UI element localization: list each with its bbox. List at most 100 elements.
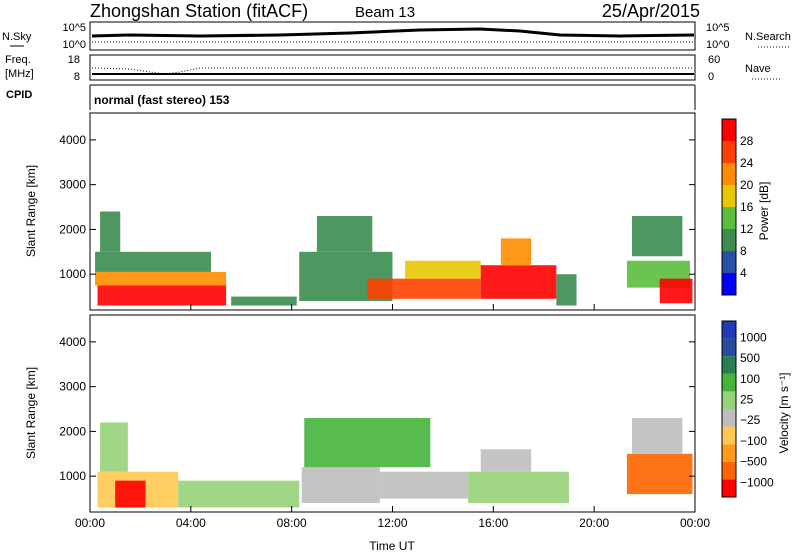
power-panel: 1000 2000 3000 4000 Slant Range [km] 4 8 12 16… xyxy=(24,112,771,311)
colorbar-swatch-1-4 xyxy=(722,409,736,427)
xtick-label-6: 00:00 xyxy=(680,516,710,530)
nsky-trace xyxy=(91,27,695,38)
power-band-13 xyxy=(659,278,693,304)
colorbar-swatch-1-6 xyxy=(722,373,736,392)
nsky-right-tick-top: 10^5 xyxy=(706,22,730,34)
xtick-label-4: 16:00 xyxy=(478,516,508,530)
cpid-value: normal (fast stereo) 153 xyxy=(94,93,230,107)
power-band-9 xyxy=(480,265,557,299)
colorbar-tick-0-3: 16 xyxy=(740,200,754,214)
ytick-label-1-1: 2000 xyxy=(59,424,86,438)
nsearch-label: N.Search xyxy=(745,31,791,43)
ytick-label-1-2: 3000 xyxy=(59,380,86,394)
velocity-colorbar-label: Velocity [m s⁻¹] xyxy=(777,372,791,453)
velocity-band-10 xyxy=(631,417,683,454)
power-band-0 xyxy=(97,285,227,306)
colorbar-tick-0-1: 8 xyxy=(740,244,747,258)
power-colorbar-label: Power [dB] xyxy=(757,182,771,241)
colorbar-swatch-0-4 xyxy=(722,185,736,207)
nave-label: Nave xyxy=(745,63,771,75)
freq-right-tick-top: 60 xyxy=(708,54,720,66)
colorbar-frame-0 xyxy=(721,118,737,296)
freq-right-tick-bottom: 0 xyxy=(708,71,714,83)
colorbar-tick-1-2: 100 xyxy=(740,372,760,386)
power-ylabel: Slant Range [km] xyxy=(24,165,38,257)
xtick-label-1: 04:00 xyxy=(176,516,206,530)
colorbar-tick-1-7: −1000 xyxy=(740,475,774,489)
ytick-label-0-3: 4000 xyxy=(59,133,86,147)
velocity-band-1 xyxy=(178,480,300,508)
nsky-left-tick-top: 10^5 xyxy=(62,22,86,34)
xtick-label-5: 20:00 xyxy=(579,516,609,530)
xtick-label-3: 12:00 xyxy=(377,516,407,530)
ytick-label-0-2: 3000 xyxy=(59,178,86,192)
cpid-panel: CPID normal (fast stereo) 153 xyxy=(6,84,696,110)
velocity-band-3 xyxy=(115,480,146,508)
colorbar-swatch-1-7 xyxy=(722,356,736,374)
velocity-panel: 1000 2000 3000 4000 00:00 04:00 08:00 12:00 16:… xyxy=(24,314,791,553)
colorbar-tick-0-5: 24 xyxy=(740,156,754,170)
colorbar-swatch-1-5 xyxy=(722,391,736,409)
freq-left-tick-bottom: 8 xyxy=(74,71,80,83)
colorbar-swatch-1-9 xyxy=(722,321,736,339)
velocity-band-8 xyxy=(480,449,532,472)
freq-panel: Freq. [MHz] 18 8 60 0 Nave xyxy=(5,54,782,83)
freq-left-tick-top: 18 xyxy=(68,54,80,66)
velocity-band-4 xyxy=(301,467,380,504)
colorbar-swatch-0-6 xyxy=(722,141,736,163)
velocity-band-7 xyxy=(468,471,569,504)
power-band-14 xyxy=(631,215,683,257)
colorbar-swatch-1-2 xyxy=(722,444,736,462)
colorbar-swatch-0-2 xyxy=(722,229,736,251)
freq-label-line2: [MHz] xyxy=(5,68,34,80)
nsky-label: N.Sky xyxy=(2,31,32,43)
colorbar-tick-1-6: −500 xyxy=(740,455,767,469)
velocity-xlabel: Time UT xyxy=(369,539,415,553)
colorbar-tick-1-3: 25 xyxy=(740,392,754,406)
colorbar-swatch-0-1 xyxy=(722,251,736,273)
ytick-label-0-0: 1000 xyxy=(59,267,86,281)
nsky-right-tick-bottom: 10^0 xyxy=(706,39,730,51)
cpid-label: CPID xyxy=(6,89,32,101)
velocity-ylabel: Slant Range [km] xyxy=(24,367,38,459)
freq-label-line1: Freq. xyxy=(5,54,31,66)
colorbar-tick-1-5: −100 xyxy=(740,434,767,448)
colorbar-tick-1-0: 1000 xyxy=(740,330,767,344)
xtick-label-0: 00:00 xyxy=(75,516,105,530)
colorbar-swatch-1-3 xyxy=(722,426,736,445)
colorbar-swatch-1-8 xyxy=(722,338,736,357)
station-title: Zhongshan Station (fitACF) xyxy=(90,1,308,21)
nsky-panel: N.Sky 10^5 10^0 10^5 10^0 N.Search xyxy=(2,21,791,51)
ytick-label-1-0: 1000 xyxy=(59,469,86,483)
power-band-1 xyxy=(95,271,227,286)
velocity-band-9 xyxy=(626,453,693,495)
power-band-2 xyxy=(95,251,211,272)
colorbar-frame-1 xyxy=(721,320,737,498)
colorbar-swatch-0-3 xyxy=(722,207,736,229)
power-band-10 xyxy=(500,238,532,266)
colorbar-swatch-0-5 xyxy=(722,163,736,185)
colorbar-tick-0-4: 20 xyxy=(740,178,754,192)
colorbar-swatch-1-0 xyxy=(722,479,736,497)
beam-label: Beam 13 xyxy=(355,4,415,21)
colorbar-tick-1-4: −25 xyxy=(740,413,761,427)
colorbar-tick-1-1: 500 xyxy=(740,351,760,365)
colorbar-tick-0-2: 12 xyxy=(740,222,754,236)
colorbar-swatch-0-0 xyxy=(722,273,736,295)
nsky-left-tick-bottom: 10^0 xyxy=(62,39,86,51)
power-band-4 xyxy=(231,296,297,306)
power-band-3 xyxy=(100,211,121,252)
nave-trace xyxy=(91,67,694,75)
velocity-band-6 xyxy=(379,471,469,499)
velocity-band-2 xyxy=(100,422,128,472)
power-band-7 xyxy=(367,278,481,299)
ytick-label-1-3: 4000 xyxy=(59,335,86,349)
colorbar-swatch-1-1 xyxy=(722,461,736,480)
colorbar-tick-0-6: 28 xyxy=(740,134,754,148)
power-band-6 xyxy=(316,215,373,252)
power-band-11 xyxy=(556,274,577,306)
colorbar-tick-0-0: 4 xyxy=(740,266,747,280)
xtick-label-2: 08:00 xyxy=(277,516,307,530)
ytick-label-0-1: 2000 xyxy=(59,222,86,236)
